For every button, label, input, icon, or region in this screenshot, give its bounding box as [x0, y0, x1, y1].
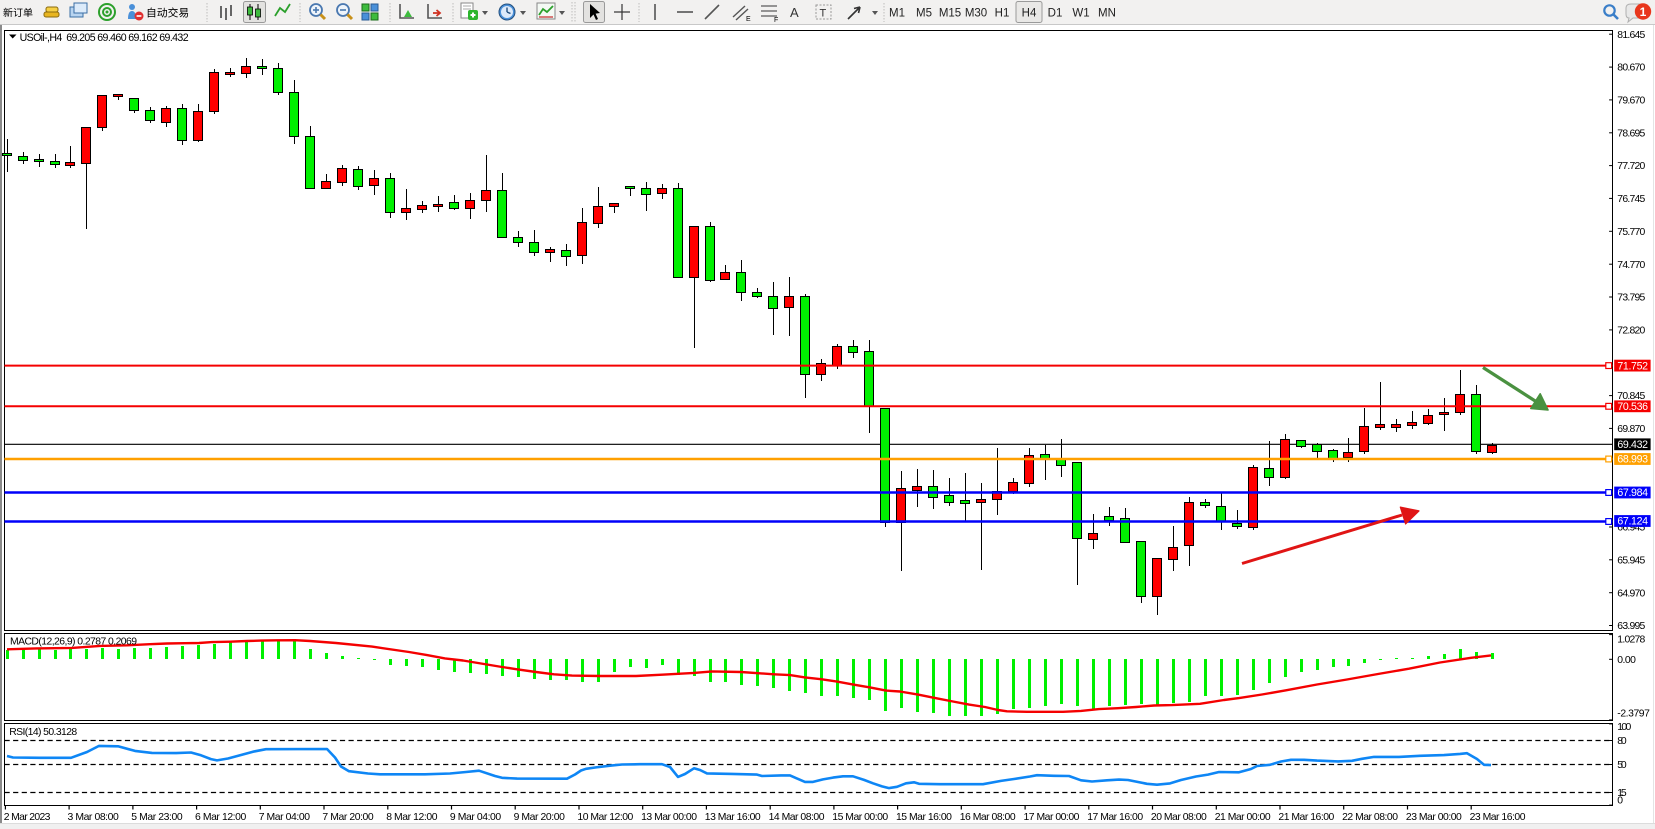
svg-text:50: 50: [1617, 760, 1627, 771]
svg-text:0: 0: [1617, 795, 1623, 806]
svg-text:23 Mar 16:00: 23 Mar 16:00: [1470, 812, 1526, 823]
svg-text:70.536: 70.536: [1617, 401, 1648, 413]
svg-text:9 Mar 04:00: 9 Mar 04:00: [450, 812, 502, 823]
svg-text:7 Mar 04:00: 7 Mar 04:00: [259, 812, 311, 823]
svg-text:2 Mar 2023: 2 Mar 2023: [4, 812, 51, 823]
svg-text:65.945: 65.945: [1617, 555, 1645, 566]
svg-text:13 Mar 00:00: 13 Mar 00:00: [641, 812, 697, 823]
svg-text:80: 80: [1617, 736, 1627, 747]
svg-text:68.993: 68.993: [1617, 454, 1648, 466]
svg-text:80.670: 80.670: [1617, 63, 1645, 74]
svg-text:M15: M15: [939, 8, 961, 20]
svg-text:1: 1: [1640, 5, 1647, 19]
svg-text:73.795: 73.795: [1617, 293, 1645, 304]
svg-text:66.945: 66.945: [1617, 523, 1645, 534]
svg-text:74.770: 74.770: [1617, 260, 1645, 271]
svg-text:17 Mar 00:00: 17 Mar 00:00: [1024, 812, 1080, 823]
svg-text:17 Mar 16:00: 17 Mar 16:00: [1087, 812, 1143, 823]
svg-text:69.432: 69.432: [1617, 439, 1648, 451]
svg-text:15 Mar 00:00: 15 Mar 00:00: [832, 812, 888, 823]
svg-text:64.970: 64.970: [1617, 588, 1645, 599]
svg-text:67.124: 67.124: [1617, 516, 1648, 528]
svg-text:H1: H1: [995, 8, 1010, 20]
svg-text:T: T: [820, 8, 827, 20]
svg-text:78.695: 78.695: [1617, 128, 1645, 139]
svg-text:77.720: 77.720: [1617, 161, 1645, 172]
svg-text:5 Mar 23:00: 5 Mar 23:00: [131, 812, 183, 823]
svg-text:0.00: 0.00: [1617, 655, 1636, 666]
svg-text:9 Mar 20:00: 9 Mar 20:00: [514, 812, 566, 823]
svg-text:A: A: [790, 5, 799, 20]
svg-text:100: 100: [1617, 722, 1631, 733]
svg-text:70.845: 70.845: [1617, 391, 1645, 402]
svg-text:21 Mar 16:00: 21 Mar 16:00: [1278, 812, 1334, 823]
svg-text:M5: M5: [916, 8, 932, 20]
svg-text:81.645: 81.645: [1617, 30, 1645, 41]
svg-text:79.670: 79.670: [1617, 96, 1645, 107]
svg-text:16 Mar 08:00: 16 Mar 08:00: [960, 812, 1016, 823]
svg-text:M1: M1: [889, 8, 905, 20]
svg-text:14 Mar 08:00: 14 Mar 08:00: [769, 812, 825, 823]
svg-text:W1: W1: [1072, 8, 1089, 20]
svg-text:10 Mar 12:00: 10 Mar 12:00: [577, 812, 633, 823]
svg-text:7 Mar 20:00: 7 Mar 20:00: [322, 812, 374, 823]
svg-text:M30: M30: [965, 8, 987, 20]
svg-text:15: 15: [1617, 788, 1627, 799]
svg-text:15 Mar 16:00: 15 Mar 16:00: [896, 812, 952, 823]
svg-text:8 Mar 12:00: 8 Mar 12:00: [386, 812, 438, 823]
svg-text:1.0278: 1.0278: [1617, 635, 1645, 646]
svg-text:6 Mar 12:00: 6 Mar 12:00: [195, 812, 247, 823]
svg-text:3 Mar 08:00: 3 Mar 08:00: [68, 812, 120, 823]
svg-text:21 Mar 00:00: 21 Mar 00:00: [1215, 812, 1271, 823]
svg-text:71.752: 71.752: [1617, 360, 1648, 372]
svg-text:20 Mar 08:00: 20 Mar 08:00: [1151, 812, 1207, 823]
svg-text:E: E: [746, 16, 751, 23]
svg-text:D1: D1: [1048, 8, 1063, 20]
svg-text:67.984: 67.984: [1617, 487, 1648, 499]
svg-text:USOil-,H4 69.205 69.460 69.16: USOil-,H4 69.205 69.460 69.162 69.432: [20, 32, 189, 44]
svg-text:MACD(12,26,9) 0.2787 0.2069: MACD(12,26,9) 0.2787 0.2069: [10, 637, 137, 648]
svg-text:RSI(14) 50.3128: RSI(14) 50.3128: [9, 727, 77, 738]
svg-text:-2.3797: -2.3797: [1617, 708, 1650, 719]
svg-text:75.770: 75.770: [1617, 227, 1645, 238]
svg-text:72.820: 72.820: [1617, 326, 1645, 337]
svg-text:69.870: 69.870: [1617, 424, 1645, 435]
svg-text:76.745: 76.745: [1617, 194, 1645, 205]
svg-text:23 Mar 00:00: 23 Mar 00:00: [1406, 812, 1462, 823]
svg-text:22 Mar 08:00: 22 Mar 08:00: [1342, 812, 1398, 823]
svg-text:F: F: [774, 17, 778, 24]
svg-text:H4: H4: [1022, 8, 1037, 20]
svg-text:13 Mar 16:00: 13 Mar 16:00: [705, 812, 761, 823]
svg-text:63.995: 63.995: [1617, 621, 1645, 632]
svg-text:MN: MN: [1098, 8, 1116, 20]
